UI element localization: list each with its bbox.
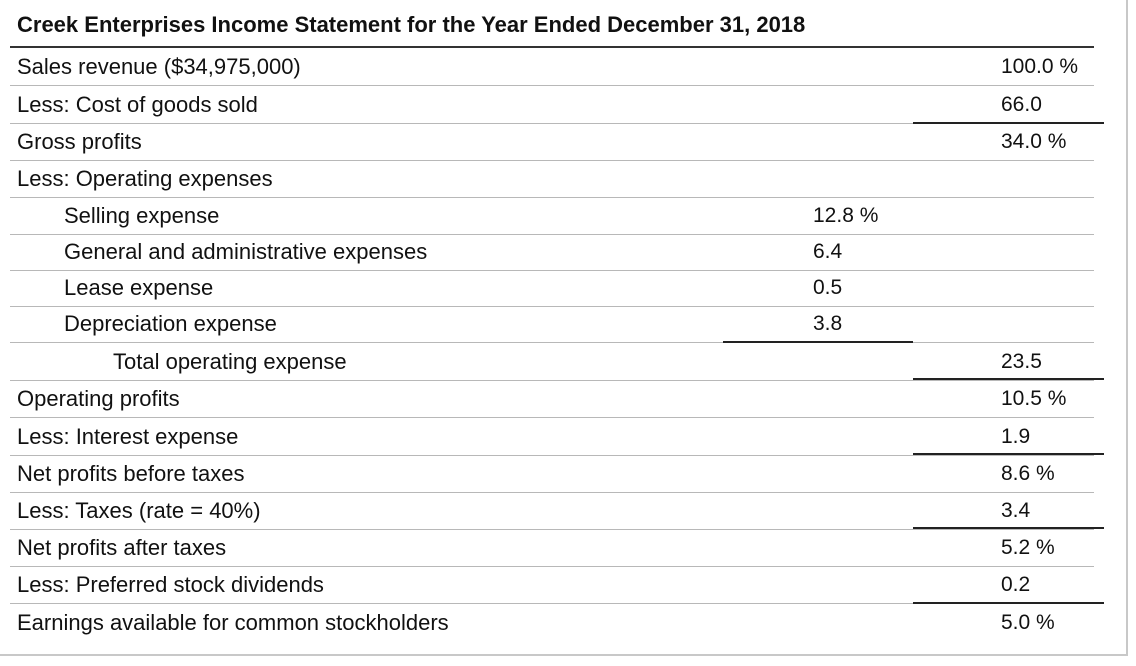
subtotal-rule — [913, 378, 1104, 380]
row-sales-revenue: Sales revenue ($34,975,000) 100.0 % — [10, 48, 1094, 86]
row-label: Less: Interest expense — [17, 424, 239, 449]
row-label: Less: Operating expenses — [17, 166, 273, 191]
row-value-total: 10.5 % — [1001, 387, 1067, 410]
row-label: Total operating expense — [113, 349, 347, 374]
row-cost-of-goods-sold: Less: Cost of goods sold 66.0 — [10, 86, 1104, 124]
row-value-total: 66.0 — [1001, 93, 1042, 116]
row-preferred-stock-dividends: Less: Preferred stock dividends 0.2 — [10, 566, 1104, 604]
row-value-total: 5.0 % — [1001, 611, 1055, 634]
row-label: Gross profits — [17, 129, 142, 154]
statement-title: Creek Enterprises Income Statement for t… — [17, 12, 806, 37]
row-value-detail: 0.5 — [813, 276, 843, 299]
row-value-total: 8.6 % — [1001, 462, 1055, 485]
row-label: Less: Cost of goods sold — [17, 92, 258, 117]
row-value-total: 5.2 % — [1001, 536, 1055, 559]
subtotal-rule — [913, 453, 1104, 455]
row-label: Selling expense — [64, 203, 220, 228]
row-lease-expense: Lease expense 0.5 — [10, 269, 1094, 307]
row-value-total: 0.2 — [1001, 573, 1031, 596]
row-label: Net profits after taxes — [17, 535, 227, 560]
title-rule — [10, 46, 1094, 48]
row-label: General and administrative expenses — [64, 239, 428, 264]
row-label: Less: Preferred stock dividends — [17, 572, 324, 597]
row-value-detail: 6.4 — [813, 240, 843, 263]
row-label: Operating profits — [17, 386, 180, 411]
row-value-total: 1.9 — [1001, 425, 1031, 448]
row-label: Sales revenue ($34,975,000) — [17, 54, 301, 79]
row-selling-expense: Selling expense 12.8 % — [10, 197, 1094, 235]
row-depreciation-expense: Depreciation expense 3.8 — [10, 305, 1094, 343]
subtotal-rule — [913, 122, 1104, 124]
row-value-detail: 3.8 — [813, 312, 843, 335]
row-value-total: 23.5 — [1001, 350, 1042, 373]
row-value-total: 34.0 % — [1001, 130, 1067, 153]
row-net-profits-before-taxes: Net profits before taxes 8.6 % — [10, 455, 1094, 493]
row-label: Net profits before taxes — [17, 461, 245, 486]
row-value-detail: 12.8 % — [813, 204, 879, 227]
row-operating-expenses-header: Less: Operating expenses — [10, 160, 1094, 198]
statement-frame — [0, 0, 1128, 656]
row-label: Earnings available for common stockholde… — [17, 610, 449, 635]
row-gross-profits: Gross profits 34.0 % — [10, 123, 1094, 161]
row-general-admin-expenses: General and administrative expenses 6.4 — [10, 233, 1094, 271]
row-total-operating-expense: Total operating expense 23.5 — [10, 343, 1104, 381]
row-operating-profits: Operating profits 10.5 % — [10, 380, 1094, 418]
row-value-total: 100.0 % — [1001, 55, 1079, 78]
row-label: Less: Taxes (rate = 40%) — [17, 498, 261, 523]
row-label: Lease expense — [64, 275, 214, 300]
subtotal-rule — [913, 602, 1104, 604]
subtotal-rule — [913, 527, 1104, 529]
row-earnings-common-stockholders: Earnings available for common stockholde… — [10, 604, 1094, 641]
row-value-total: 3.4 — [1001, 499, 1031, 522]
row-net-profits-after-taxes: Net profits after taxes 5.2 % — [10, 529, 1094, 567]
subtotal-rule — [723, 341, 913, 343]
row-taxes: Less: Taxes (rate = 40%) 3.4 — [10, 492, 1104, 530]
row-interest-expense: Less: Interest expense 1.9 — [10, 418, 1104, 456]
row-label: Depreciation expense — [64, 311, 277, 336]
